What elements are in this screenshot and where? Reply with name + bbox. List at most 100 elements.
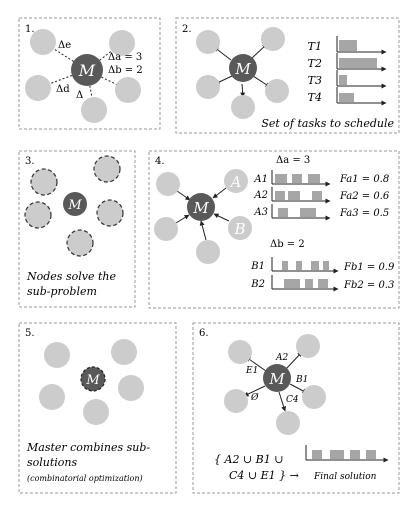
task-bar	[339, 40, 357, 51]
master-label: M	[234, 60, 251, 78]
caption-line: (combinatorial optimization)	[27, 474, 143, 483]
master-node	[263, 364, 291, 392]
worker-node	[81, 97, 107, 123]
delta-d-label: Δd	[56, 84, 70, 95]
node-b-label: B	[233, 220, 245, 238]
a-rows: A1 A2 A3 Fa1 = 0.8 Fa2 = 0.6 Fa3 = 0.5	[253, 170, 390, 221]
edge-arrow	[243, 385, 266, 397]
node-a-label: A	[229, 173, 242, 191]
master-label: M	[67, 198, 82, 213]
edge-arrow	[175, 214, 190, 224]
schedule-bar	[312, 191, 322, 200]
schedule-bar	[292, 174, 302, 183]
fitness-label: Fa1 = 0.8	[339, 174, 389, 185]
fitness-label: Fb2 = 0.3	[343, 280, 394, 291]
edge-label: C4	[286, 395, 299, 405]
task-list: T1 T2 T3 T4	[308, 36, 387, 106]
worker-node	[93, 155, 121, 183]
schedule-bar	[330, 450, 344, 459]
worker-node	[115, 77, 141, 103]
worker-node	[39, 384, 65, 410]
panel-3: 3. M Nodes solve the sub-problem	[24, 155, 124, 298]
worker-node	[109, 30, 135, 56]
edge-arrow	[199, 220, 207, 241]
caption-line: solutions	[27, 456, 78, 469]
worker-node	[66, 229, 94, 257]
worker-node	[44, 342, 70, 368]
worker-node	[156, 172, 180, 196]
panel-number: 6.	[199, 328, 209, 339]
schedule-bar	[282, 261, 288, 270]
node-a	[224, 169, 248, 193]
edge-label: A2	[275, 353, 288, 363]
delta-b-label: Δb = 2	[270, 239, 305, 250]
worker-node	[154, 217, 178, 241]
schedule-bar	[275, 191, 285, 200]
worker-node	[224, 389, 248, 413]
combination-line: { A2 ∪ B1 ∪	[214, 453, 283, 466]
master-label: M	[268, 370, 285, 388]
schedule-bar	[366, 450, 376, 459]
edge-label: E1	[245, 366, 258, 376]
worker-node	[261, 27, 285, 51]
panel-number: 3.	[25, 156, 35, 167]
master-node	[229, 54, 257, 82]
master-label: M	[192, 199, 209, 217]
edge-arrow	[285, 351, 303, 370]
caption-line: Nodes solve the	[26, 270, 116, 283]
worker-node	[96, 199, 124, 227]
task-bar	[339, 58, 377, 68]
master-label: M	[78, 61, 96, 80]
worker-node	[196, 75, 220, 99]
task-label: T4	[308, 91, 322, 104]
panel-1: 1. M Δe Δa = 3 Δb = 2 Δd Δ	[25, 24, 143, 123]
schedule-bar	[323, 261, 329, 270]
master-node	[187, 193, 215, 221]
panel-5: 5. M Master combines sub- solutions (com…	[25, 328, 150, 483]
task-label: T2	[308, 57, 322, 70]
task-bar	[339, 75, 347, 85]
worker-node	[302, 385, 326, 409]
row-name: A1	[253, 174, 268, 185]
worker-node	[296, 334, 320, 358]
final-schedule	[305, 445, 389, 463]
master-label: M	[85, 373, 100, 388]
worker-node	[196, 30, 220, 54]
delta-label: Δ	[76, 90, 83, 101]
panel-6-frame	[192, 322, 400, 494]
panel-2: 2. M T1 T2 T3 T4	[182, 24, 394, 130]
panel-1-frame	[18, 17, 161, 130]
schedule-bar	[311, 261, 319, 270]
edge-arrow	[176, 190, 191, 201]
delta-e-label: Δe	[58, 40, 71, 51]
caption-line: Master combines sub-	[26, 441, 150, 454]
worker-node	[30, 29, 56, 55]
panel-3-frame	[18, 150, 136, 308]
schedule-bar	[278, 208, 288, 217]
panel-2-frame	[175, 17, 400, 134]
fitness-label: Fb1 = 0.9	[343, 262, 395, 273]
worker-node	[118, 375, 144, 401]
row-name: B2	[250, 279, 265, 290]
worker-node	[228, 340, 252, 364]
edge-label: Ø	[250, 392, 259, 403]
master-node	[63, 192, 87, 216]
panel-6: 6. M A2 E1 B1 Ø C4 { A2 ∪ B1 ∪ C4 ∪ E1 }…	[199, 328, 389, 482]
delta-a-label: Δa = 3	[276, 155, 310, 166]
panel-number: 1.	[25, 24, 35, 35]
row-name: A2	[253, 190, 268, 201]
row-name: A3	[253, 207, 268, 218]
schedule-bar	[284, 279, 300, 288]
task-label: T3	[308, 74, 322, 87]
worker-node	[196, 240, 220, 264]
fitness-label: Fa2 = 0.6	[339, 191, 390, 202]
panel-number: 5.	[25, 328, 35, 339]
delta-b-label: Δb = 2	[108, 65, 143, 76]
schedule-bar	[312, 450, 322, 459]
schedule-bar	[288, 191, 300, 200]
worker-node	[111, 339, 137, 365]
node-b	[228, 216, 252, 240]
master-node	[71, 54, 103, 86]
schedule-bar	[350, 450, 360, 459]
